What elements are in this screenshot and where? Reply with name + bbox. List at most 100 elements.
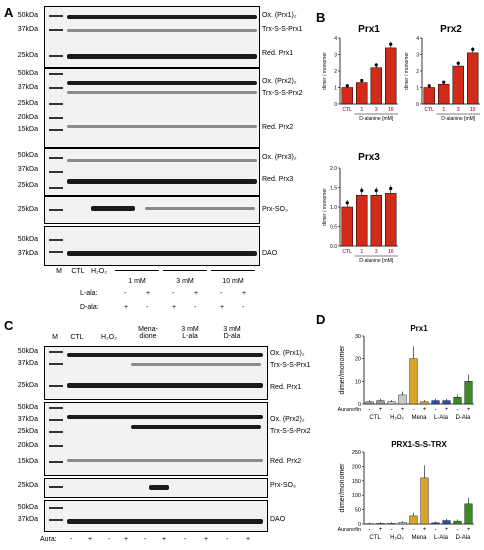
mw-a2-15: 15kDa [17,126,38,133]
d1-sign-3: + [401,407,405,413]
label-c4-dao: DAO [270,516,286,523]
mw-c2-20: 20kDa [17,442,38,449]
mw-a4-25: 25kDa [17,206,38,213]
d2-sign-7: + [445,527,449,533]
d1-ytick-2: 20 [355,357,361,363]
blot-c4 [44,500,268,532]
b2-pt-2 [456,61,460,65]
b2-ylabel: dimer / monomer [404,52,410,90]
b3-pt-1 [360,188,364,193]
d2-sign-1: + [379,527,383,533]
b3-xtick-1: 1 [360,249,363,255]
lane-c-h2o2: H₂O₂ [101,334,117,341]
d2-xtick-0: CTL [369,535,381,541]
label-a2-trx: Trx-S-S-Prx2 [262,90,303,97]
d1-sign-9: + [467,407,471,413]
d1-ytick-3: 30 [355,334,361,340]
mw-c1-50: 50kDa [17,348,38,355]
d1-title: Prx1 [410,324,428,333]
mw-a1-50: 50kDa [17,12,38,19]
d1-bar-7 [442,400,451,405]
b3-bar-2 [370,195,382,247]
dose-a-10: 10 mM [222,278,244,285]
blot-a5 [44,226,260,266]
b1-ytick-1: 1 [334,86,337,92]
d2-ytick-4: 200 [352,464,361,470]
b1-ytick-3: 3 [334,53,337,59]
aura-sign-2: - [108,536,111,543]
aura-sign-4: - [144,536,147,543]
b2-ytick-3: 3 [416,53,419,59]
d1-ytick-0: 0 [358,402,361,408]
d2-ytick-3: 150 [352,479,361,485]
chart-b-prx3: Prx3 0.0 0.5 1.0 1.5 2.0 dimer / monomer CTL 1 3 1… [322,152,398,264]
blot-c2 [44,402,268,476]
sign-a-d1: - [146,304,149,311]
row-a-dala-label: D-ala: [80,304,99,311]
d2-sign-2: - [391,527,393,533]
d2-bar-7 [442,520,451,525]
label-a1-trx: Trx-S-S-Prx1 [262,26,303,33]
b3-ytick-0: 0.0 [330,244,337,250]
b2-ytick-2: 2 [416,69,419,75]
mw-c2-37: 37kDa [17,416,38,423]
blot-a1 [44,6,260,68]
d1-bar-9 [464,381,473,405]
mw-a2-37: 37kDa [17,84,38,91]
d1-bar-0 [365,401,374,405]
mw-a2-50: 50kDa [17,70,38,77]
aura-sign-7: + [204,536,209,543]
label-a5-dao: DAO [262,250,278,257]
b1-pt-0 [345,84,349,88]
sign-a-d4: + [220,304,225,311]
blot-c1 [44,346,268,400]
b2-pt-1 [442,80,446,84]
d1-bar-3 [398,394,407,405]
d1-ytick-1: 10 [355,379,361,385]
panel-label-b: B [316,10,326,25]
label-a3-ox: Ox. (Prx3)₂ [262,154,297,161]
mw-c2-50: 50kDa [17,404,38,411]
sign-a-l4: - [220,290,223,297]
b3-pt-0 [345,201,349,205]
d2-sign-4: - [413,527,415,533]
b1-bar-1 [356,82,368,105]
blot-a3 [44,148,260,196]
dose-a-1: 1 mM [128,278,146,285]
b1-pt-3 [389,42,393,46]
d2-sign-3: + [401,527,405,533]
b1-bar-3 [385,47,397,105]
label-a3-red: Red. Prx3 [262,176,294,183]
d1-bar-5 [420,401,429,405]
b3-ytick-2: 1.0 [330,205,337,211]
d2-xtick-1: H₂O₂ [390,535,404,541]
aura-label: Aura: [40,536,57,543]
lane-c-lala: 3 mM L-ala [181,326,199,340]
d2-ylabel: dimer/monomer [339,463,346,513]
blot-c3 [44,478,268,498]
mw-a1-25: 25kDa [17,52,38,59]
label-a2-red: Red. Prx2 [262,124,294,131]
d2-bar-2 [387,523,396,525]
lane-a-m: M [56,268,62,275]
d1-bar-2 [387,401,396,405]
b3-xtick-3: 10 [388,249,394,255]
b2-xtick-0: CTL [424,107,434,113]
label-a1-red: Red. Prx1 [262,50,294,57]
label-c2-ox: Ox. (Prx2)₂ [270,416,305,423]
b1-ylabel: dimer / monomer [322,52,328,90]
d2-bar-5 [420,477,429,525]
b2-bar-2 [452,65,464,105]
blot-a4 [44,196,260,224]
d2-sign-0: - [369,527,371,533]
dose-a-3: 3 mM [176,278,194,285]
d1-sign-1: + [379,407,383,413]
b1-xtick-2: 3 [375,107,378,113]
d1-xtick-3: L-Ala [434,415,449,421]
label-c3-so3: Prx-SO₃ [270,482,296,489]
d1-auranofin-label: Auranofin [337,407,361,413]
mw-c3-25: 25kDa [17,482,38,489]
d1-sign-6: - [435,407,437,413]
lane-c-menadione: Mena- dione [138,326,158,340]
lane-a-ctl: CTL [71,268,85,275]
